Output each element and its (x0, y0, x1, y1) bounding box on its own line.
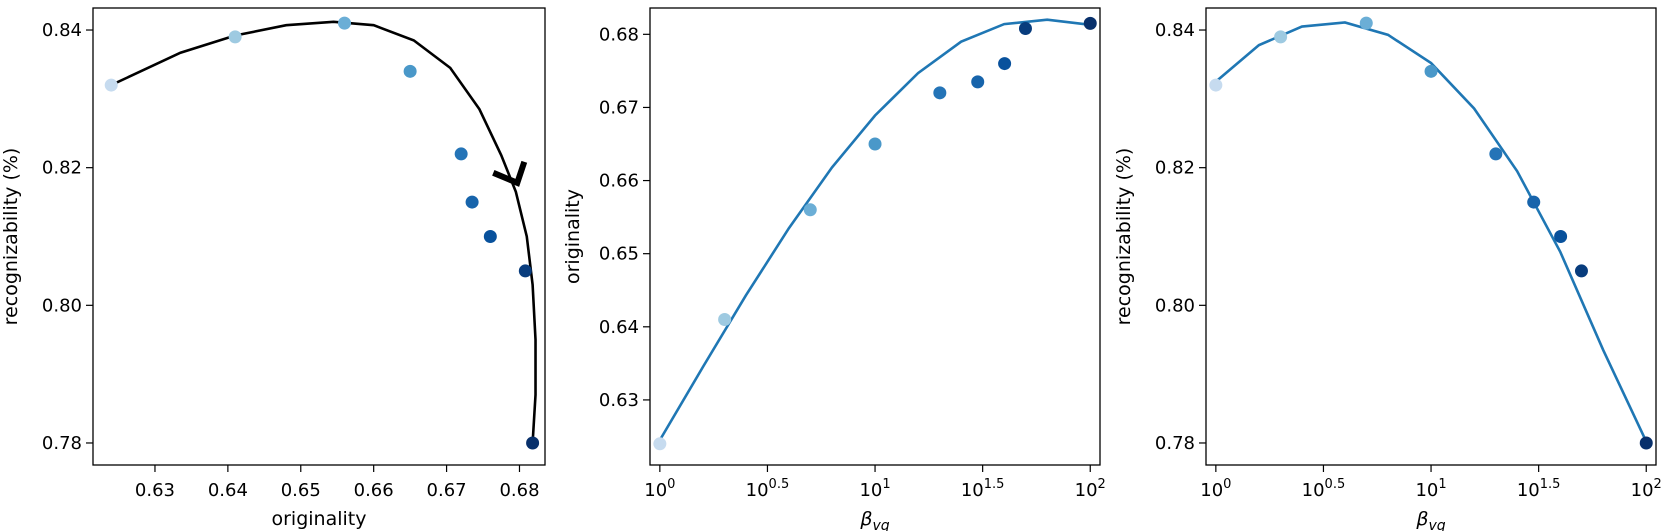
data-point (454, 147, 468, 161)
x-tick-label: 101.5 (961, 477, 1005, 501)
trajectory-line (110, 20, 537, 444)
data-point (1359, 16, 1373, 30)
y-tick-label: 0.64 (599, 317, 639, 338)
data-point (526, 436, 540, 450)
x-tick-label: 100.5 (746, 477, 790, 501)
data-point (465, 195, 479, 209)
y-tick-label: 0.63 (599, 390, 639, 411)
y-tick-label: 0.68 (599, 24, 639, 45)
x-tick-label: 0.64 (208, 480, 248, 501)
data-point (1083, 16, 1097, 30)
data-point (228, 30, 242, 44)
y-tick-label: 0.80 (42, 295, 82, 316)
y-tick-label: 0.67 (599, 97, 639, 118)
y-axis-label: recognizability (%) (1113, 148, 1135, 326)
plot-frame (649, 7, 1101, 466)
x-axis-label: originality (272, 508, 367, 530)
x-tick-label: 0.66 (354, 480, 394, 501)
chart-panel-3: 100 100.5 101 101.5 102 0.78 0.80 0.82 0.84 βvq re… (1113, 7, 1661, 531)
y-tick-label: 0.65 (599, 244, 639, 265)
x-tick-label: 101.5 (1517, 477, 1561, 501)
data-point (1018, 21, 1032, 35)
y-tick-label: 0.80 (1155, 295, 1195, 316)
x-tick-label: 100 (644, 477, 675, 501)
data-point (718, 312, 732, 326)
x-axis-label: βvq (1415, 508, 1445, 531)
y-tick-label: 0.66 (599, 171, 639, 192)
chart-panel-2: 100 100.5 101 101.5 102 0.63 0.64 0.65 0.66 0.67 0… (562, 7, 1106, 531)
x-tick-label: 0.63 (135, 480, 175, 501)
y-tick-label: 0.78 (42, 433, 82, 454)
data-point (483, 230, 497, 243)
y-tick-label: 0.82 (42, 158, 82, 179)
x-tick-label: 102 (1631, 477, 1661, 501)
data-point (653, 437, 667, 451)
chart-panel-1: 0.63 0.64 0.65 0.66 0.67 0.68 0.78 0.80 0.82 0.84… (0, 7, 546, 530)
data-point (1574, 264, 1588, 278)
x-tick-label: 102 (1075, 477, 1106, 501)
x-axis-label: βvq (859, 508, 889, 531)
data-point (998, 57, 1012, 71)
fit-curve (658, 18, 1091, 441)
x-tick-label: 100.5 (1302, 477, 1346, 501)
y-axis-label: recognizability (%) (0, 148, 22, 326)
data-point (104, 78, 118, 92)
data-point (403, 64, 417, 78)
data-point (1424, 64, 1438, 78)
data-point (1209, 78, 1223, 92)
x-tick-label: 101 (1415, 477, 1446, 501)
data-point (1489, 147, 1503, 161)
data-point (1274, 30, 1288, 44)
plot-frame (92, 7, 546, 466)
direction-arrow (492, 160, 528, 187)
x-tick-label: 100 (1200, 477, 1231, 501)
x-tick-label: 0.68 (499, 480, 539, 501)
data-point (1554, 230, 1568, 243)
data-point (868, 137, 882, 151)
x-tick-label: 0.67 (427, 480, 467, 501)
x-tick-label: 0.65 (281, 480, 321, 501)
y-tick-label: 0.78 (1155, 433, 1195, 454)
plot-frame (1205, 7, 1657, 466)
data-point (518, 264, 532, 278)
data-point (971, 75, 985, 89)
data-point (338, 16, 352, 30)
y-tick-label: 0.84 (1155, 20, 1195, 41)
x-tick-label: 101 (859, 477, 890, 501)
data-point (803, 203, 817, 217)
data-point (1639, 436, 1653, 450)
y-axis-label: originality (562, 189, 584, 284)
y-tick-label: 0.82 (1155, 158, 1195, 179)
y-tick-label: 0.84 (42, 20, 82, 41)
data-point (933, 86, 947, 100)
fit-curve (1215, 21, 1648, 443)
data-point (1527, 195, 1541, 209)
